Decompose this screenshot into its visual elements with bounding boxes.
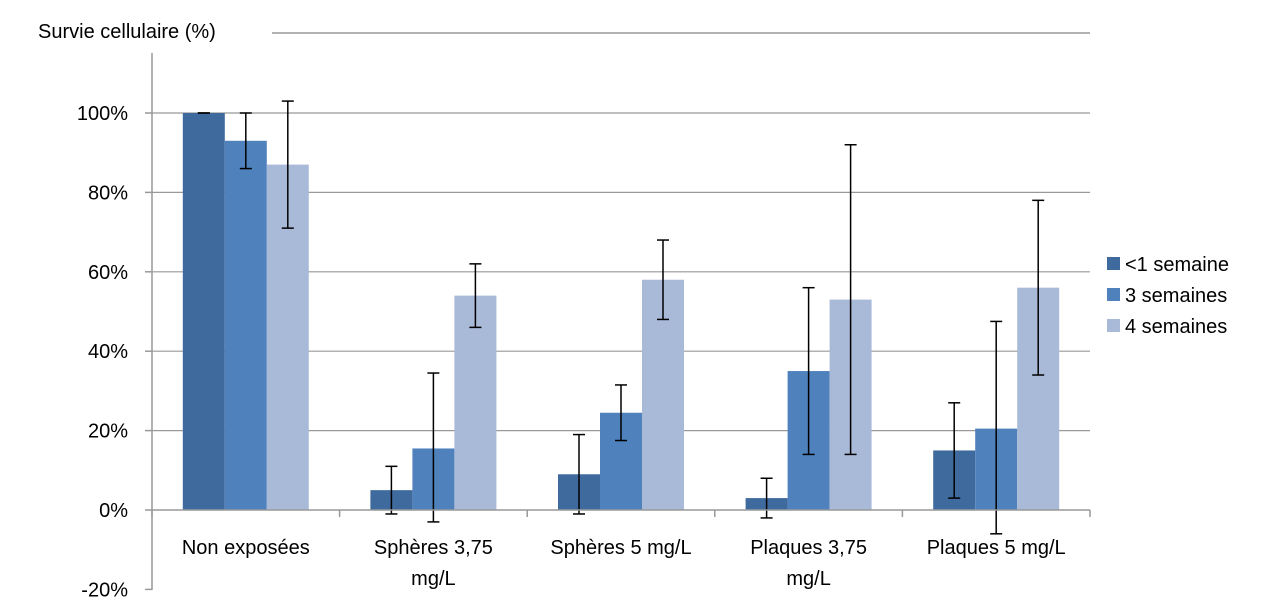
- axes: [145, 53, 1091, 591]
- error-bar: [948, 402, 961, 499]
- bar: [454, 295, 497, 510]
- legend-item: 4 semaines: [1107, 316, 1227, 338]
- bars: [182, 113, 1060, 511]
- legend: <1 semaine 3 semaines 4 semaines: [1107, 254, 1229, 338]
- y-tick-label: 80%: [88, 182, 128, 204]
- legend-label: <1 semaine: [1125, 254, 1229, 276]
- x-tick-label: Non exposées: [182, 537, 310, 559]
- bar: [224, 140, 267, 511]
- error-bar: [802, 286, 815, 456]
- error-bar: [385, 465, 398, 515]
- error-bar: [615, 384, 627, 442]
- legend-swatch: [1107, 319, 1120, 332]
- legend-label: 3 semaines: [1125, 285, 1227, 307]
- x-tick-label: Sphères 5 mg/L: [550, 537, 691, 559]
- error-bar: [1032, 199, 1045, 376]
- y-tick-labels: -20% 0% 20% 40% 60% 80% 100%: [77, 103, 128, 599]
- error-bar: [239, 112, 252, 170]
- error-bar: [657, 239, 669, 321]
- x-tick-label: mg/L: [411, 568, 455, 590]
- error-bar: [844, 144, 857, 456]
- legend-label: 4 semaines: [1125, 316, 1227, 338]
- y-tick-label: 0%: [99, 500, 128, 522]
- error-bar: [990, 320, 1003, 535]
- legend-item: 3 semaines: [1107, 285, 1227, 307]
- error-bar: [760, 477, 773, 519]
- x-tick-labels: Non exposées Sphères 3,75 mg/L Sphères 5 mg…: [182, 537, 1066, 590]
- legend-swatch: [1107, 257, 1120, 270]
- x-tick-label: mg/L: [786, 568, 830, 590]
- y-tick-label: 100%: [77, 103, 128, 125]
- y-axis-title: Survie cellulaire (%): [38, 21, 216, 43]
- y-tick-label: -20%: [81, 579, 128, 599]
- x-tick-label: Plaques 5 mg/L: [927, 537, 1066, 559]
- error-bar: [427, 372, 440, 523]
- y-tick-label: 20%: [88, 421, 128, 443]
- error-bar: [573, 433, 585, 515]
- y-tick-label: 60%: [88, 262, 128, 284]
- bar: [182, 113, 225, 510]
- legend-item: <1 semaine: [1107, 254, 1229, 276]
- y-tick-label: 40%: [88, 341, 128, 363]
- error-bar: [281, 100, 294, 229]
- error-bars: [197, 100, 1045, 535]
- x-tick-label: Sphères 3,75: [374, 537, 493, 559]
- legend-swatch: [1107, 288, 1120, 301]
- x-tick-label: Plaques 3,75: [750, 537, 867, 559]
- error-bar: [469, 263, 482, 329]
